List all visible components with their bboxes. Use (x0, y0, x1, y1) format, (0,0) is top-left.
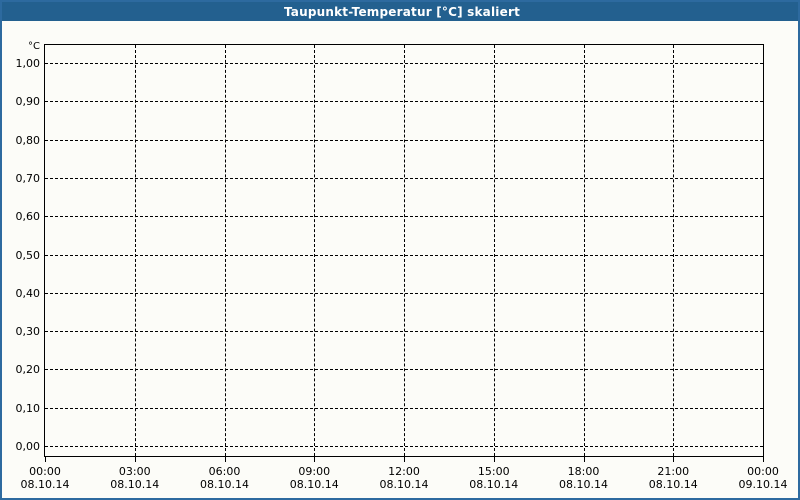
x-axis-tick-time: 21:00 (657, 465, 690, 478)
x-axis-tick-time: 09:00 (298, 465, 331, 478)
y-axis-tick-label: 0,70 (15, 171, 41, 185)
x-axis-tick-date: 08.10.14 (110, 478, 160, 491)
x-axis-tick-time: 18:00 (567, 465, 600, 478)
x-axis-tick-date: 08.10.14 (469, 478, 519, 491)
x-axis-tick-label: 00:00 08.10.14 (21, 465, 70, 491)
y-axis: °C 1,00 0,90 0,80 0,70 0,60 0,50 0,40 0,30 0,20 0… (2, 2, 41, 498)
x-axis-tick-label: 18:00 08.10.14 (559, 465, 608, 491)
x-axis-tick-label: 21:00 08.10.14 (649, 465, 698, 491)
plot-area (44, 44, 764, 457)
x-axis-tick-mark (763, 457, 764, 462)
x-axis-tick-label: 06:00 08.10.14 (200, 465, 249, 491)
x-axis-tick-time: 00:00 (747, 465, 779, 478)
gridline-vertical (314, 45, 316, 456)
x-axis-tick-label: 03:00 08.10.14 (110, 465, 159, 491)
x-axis-tick-time: 15:00 (477, 465, 510, 478)
x-axis-tick-date: 08.10.14 (648, 478, 698, 491)
y-axis-tick-label: 1,00 (15, 57, 41, 70)
x-axis-tick-mark (673, 457, 675, 462)
x-axis-tick-time: 06:00 (208, 465, 241, 478)
x-axis-tick-mark (134, 457, 136, 462)
x-axis-tick-date: 09.10.14 (738, 478, 788, 491)
gridline-vertical (673, 45, 675, 456)
x-axis-tick-date: 08.10.14 (200, 478, 249, 491)
y-axis-tick-label: 0,10 (15, 401, 41, 415)
x-axis-tick-time: 00:00 (29, 465, 61, 478)
x-axis-tick-date: 08.10.14 (20, 478, 70, 491)
x-axis-tick-time: 12:00 (388, 465, 420, 478)
x-axis-tick-label: 15:00 08.10.14 (469, 465, 518, 491)
y-axis-unit-label: °C (28, 41, 40, 52)
x-axis-tick-date: 08.10.14 (559, 478, 608, 491)
x-axis-tick-mark (45, 457, 46, 462)
title-bar: Taupunkt-Temperatur [°C] skaliert (2, 2, 798, 21)
y-axis-tick-label: 0,40 (15, 286, 41, 300)
x-axis-tick-date: 08.10.14 (289, 478, 339, 491)
x-axis-tick-mark (583, 457, 585, 462)
y-axis-tick-label: 0,60 (15, 210, 41, 224)
gridline-vertical (224, 45, 226, 456)
y-axis-tick-label: 0,30 (15, 325, 41, 339)
gridline-vertical (404, 45, 405, 456)
x-axis-tick-label: 12:00 08.10.14 (380, 465, 429, 491)
y-axis-tick-label: 0,00 (15, 440, 41, 453)
x-axis-tick-label: 00:00 09.10.14 (739, 465, 788, 491)
x-axis-tick-mark (224, 457, 226, 462)
gridline-vertical (493, 45, 495, 456)
x-axis-tick-time: 03:00 (118, 465, 151, 478)
y-axis-tick-label: 0,90 (15, 95, 41, 109)
x-axis-tick-mark (493, 457, 495, 462)
x-axis-tick-label: 09:00 08.10.14 (290, 465, 339, 491)
y-axis-tick-label: 0,80 (15, 133, 41, 147)
x-axis-tick-date: 08.10.14 (379, 478, 429, 491)
y-axis-tick-label: 0,50 (15, 248, 41, 262)
gridline-vertical (134, 45, 136, 456)
y-axis-tick-label: 0,20 (15, 363, 41, 377)
x-axis-tick-mark (404, 457, 405, 462)
gridline-vertical (583, 45, 585, 456)
x-axis-tick-mark (314, 457, 316, 462)
page-title: Taupunkt-Temperatur [°C] skaliert (283, 4, 521, 19)
